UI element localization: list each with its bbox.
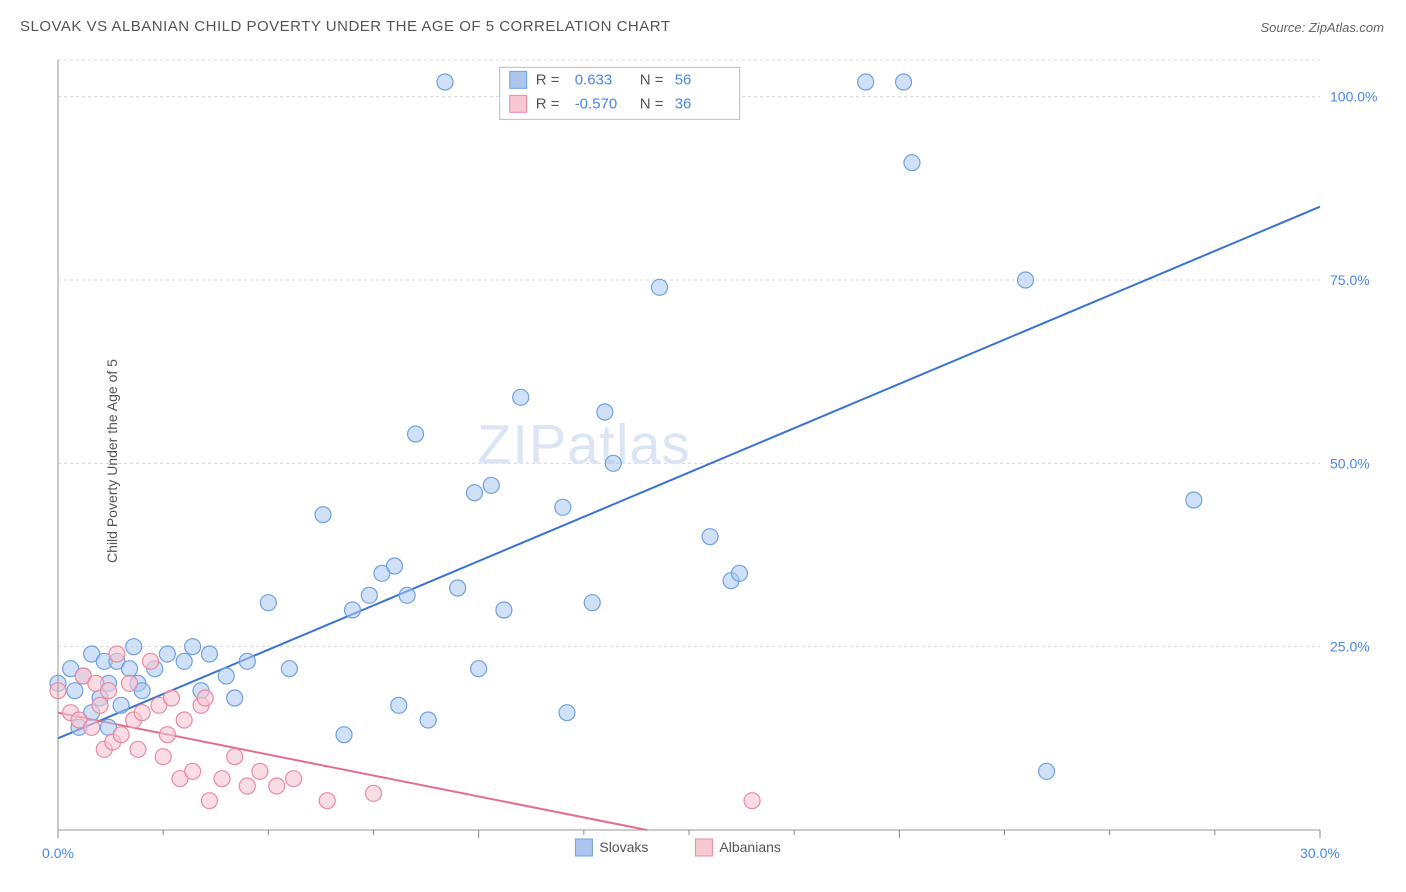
data-point bbox=[471, 661, 487, 677]
data-point bbox=[109, 646, 125, 662]
data-point bbox=[227, 690, 243, 706]
data-point bbox=[344, 602, 360, 618]
data-point bbox=[399, 587, 415, 603]
legend-r-value: -0.570 bbox=[575, 95, 618, 112]
data-point bbox=[513, 389, 529, 405]
data-point bbox=[143, 653, 159, 669]
data-point bbox=[176, 712, 192, 728]
data-point bbox=[652, 279, 668, 295]
data-point bbox=[1018, 272, 1034, 288]
legend-n-label: N = bbox=[640, 95, 664, 112]
data-point bbox=[702, 529, 718, 545]
data-point bbox=[366, 785, 382, 801]
y-tick-label: 25.0% bbox=[1330, 639, 1370, 655]
data-point bbox=[239, 653, 255, 669]
legend-swatch bbox=[510, 95, 527, 112]
x-tick-label: 30.0% bbox=[1300, 845, 1340, 861]
y-tick-label: 50.0% bbox=[1330, 455, 1370, 471]
source-value: ZipAtlas.com bbox=[1309, 20, 1384, 35]
data-point bbox=[197, 690, 213, 706]
chart-area: Child Poverty Under the Age of 5 ZIPatla… bbox=[20, 50, 1386, 872]
data-point bbox=[605, 455, 621, 471]
legend-r-value: 0.633 bbox=[575, 71, 613, 88]
data-point bbox=[466, 485, 482, 501]
data-point bbox=[896, 74, 912, 90]
series-swatch bbox=[575, 839, 592, 856]
data-point bbox=[281, 661, 297, 677]
data-point bbox=[134, 705, 150, 721]
data-point bbox=[584, 595, 600, 611]
data-point bbox=[744, 793, 760, 809]
data-point bbox=[185, 763, 201, 779]
data-point bbox=[122, 661, 138, 677]
data-point bbox=[361, 587, 377, 603]
data-point bbox=[100, 683, 116, 699]
data-point bbox=[84, 719, 100, 735]
chart-title: SLOVAK VS ALBANIAN CHILD POVERTY UNDER T… bbox=[20, 18, 671, 35]
data-point bbox=[239, 778, 255, 794]
data-point bbox=[113, 697, 129, 713]
data-point bbox=[159, 727, 175, 743]
legend-n-label: N = bbox=[640, 71, 664, 88]
data-point bbox=[113, 727, 129, 743]
data-point bbox=[214, 771, 230, 787]
data-point bbox=[1039, 763, 1055, 779]
data-point bbox=[164, 690, 180, 706]
data-point bbox=[227, 749, 243, 765]
data-point bbox=[176, 653, 192, 669]
data-point bbox=[122, 675, 138, 691]
data-point bbox=[319, 793, 335, 809]
data-point bbox=[336, 727, 352, 743]
data-point bbox=[201, 793, 217, 809]
series-label: Slovaks bbox=[599, 839, 648, 855]
series-label: Albanians bbox=[719, 839, 781, 855]
data-point bbox=[67, 683, 83, 699]
data-point bbox=[731, 565, 747, 581]
x-tick-label: 0.0% bbox=[42, 845, 74, 861]
trend-line bbox=[58, 713, 647, 830]
data-point bbox=[1186, 492, 1202, 508]
legend-swatch bbox=[510, 71, 527, 88]
data-point bbox=[155, 749, 171, 765]
source-attribution: Source: ZipAtlas.com bbox=[1260, 20, 1384, 35]
source-label: Source: bbox=[1260, 20, 1308, 35]
legend-n-value: 36 bbox=[675, 95, 692, 112]
data-point bbox=[252, 763, 268, 779]
data-point bbox=[201, 646, 217, 662]
data-point bbox=[437, 74, 453, 90]
data-point bbox=[269, 778, 285, 794]
y-tick-label: 75.0% bbox=[1330, 272, 1370, 288]
data-point bbox=[483, 477, 499, 493]
data-point bbox=[555, 499, 571, 515]
data-point bbox=[408, 426, 424, 442]
data-point bbox=[496, 602, 512, 618]
data-point bbox=[387, 558, 403, 574]
data-point bbox=[858, 74, 874, 90]
y-tick-label: 100.0% bbox=[1330, 89, 1377, 105]
data-point bbox=[92, 697, 108, 713]
data-point bbox=[559, 705, 575, 721]
data-point bbox=[315, 507, 331, 523]
data-point bbox=[185, 639, 201, 655]
y-axis-label: Child Poverty Under the Age of 5 bbox=[104, 359, 120, 563]
data-point bbox=[126, 639, 142, 655]
data-point bbox=[420, 712, 436, 728]
data-point bbox=[391, 697, 407, 713]
scatter-chart: ZIPatlas 0.0% 30.0% 25.0% 50.0% 75.0% 100.0% R … bbox=[20, 50, 1386, 872]
watermark-text: ZIPatlas bbox=[477, 412, 690, 475]
data-point bbox=[130, 741, 146, 757]
legend-n-value: 56 bbox=[675, 71, 692, 88]
legend-r-label: R = bbox=[536, 95, 560, 112]
series-swatch bbox=[695, 839, 712, 856]
data-point bbox=[286, 771, 302, 787]
data-point bbox=[597, 404, 613, 420]
data-point bbox=[159, 646, 175, 662]
legend-r-label: R = bbox=[536, 71, 560, 88]
data-point bbox=[450, 580, 466, 596]
data-point bbox=[904, 155, 920, 171]
data-point bbox=[218, 668, 234, 684]
data-point bbox=[260, 595, 276, 611]
